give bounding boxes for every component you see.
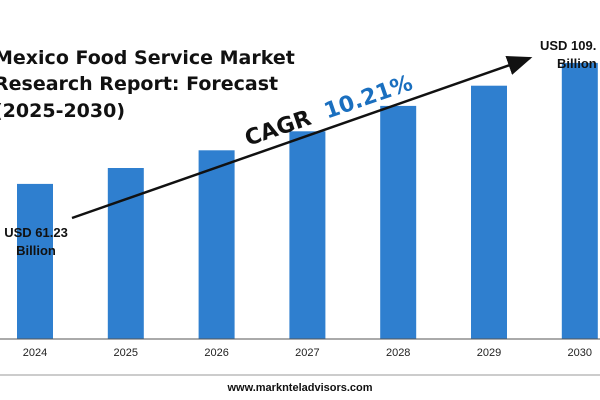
title-line-1: Mexico Food Service Market bbox=[0, 47, 295, 69]
bar-2028 bbox=[380, 105, 417, 340]
title-line-3: (2025-2030) bbox=[0, 100, 125, 122]
x-tick-label-2029: 2029 bbox=[477, 347, 501, 359]
footer-url: www.marknteladvisors.com bbox=[226, 382, 372, 394]
bar-2024 bbox=[17, 183, 53, 339]
end-value-label: USD 109. Billion bbox=[540, 38, 597, 71]
x-tick-label-2027: 2027 bbox=[295, 347, 319, 359]
title-line-2: Research Report: Forecast bbox=[0, 73, 278, 95]
x-tick-label-2026: 2026 bbox=[204, 347, 228, 359]
trend-arrow bbox=[71, 55, 533, 220]
x-axis-tick-labels: 2024 2025 2026 2027 2028 2029 2030 bbox=[23, 347, 592, 359]
bar-2029 bbox=[471, 85, 507, 339]
bar-2026 bbox=[198, 150, 235, 339]
x-tick-label-2025: 2025 bbox=[114, 347, 138, 359]
bar-2025 bbox=[107, 168, 144, 339]
bar-2027 bbox=[289, 131, 326, 339]
bar-2030 bbox=[561, 62, 598, 340]
x-tick-label-2030: 2030 bbox=[568, 347, 592, 359]
chart-title: Mexico Food Service Market Research Repo… bbox=[0, 47, 295, 122]
start-label-line-1: USD 61.23 bbox=[4, 225, 68, 240]
bar-series bbox=[17, 62, 598, 340]
start-label-line-2: Billion bbox=[16, 243, 56, 258]
x-tick-label-2028: 2028 bbox=[386, 347, 410, 359]
end-label-line-1: USD 109. bbox=[540, 38, 596, 53]
end-label-line-2: Billion bbox=[557, 56, 597, 71]
x-tick-label-2024: 2024 bbox=[23, 347, 47, 359]
start-value-label: USD 61.23 Billion bbox=[4, 225, 68, 258]
